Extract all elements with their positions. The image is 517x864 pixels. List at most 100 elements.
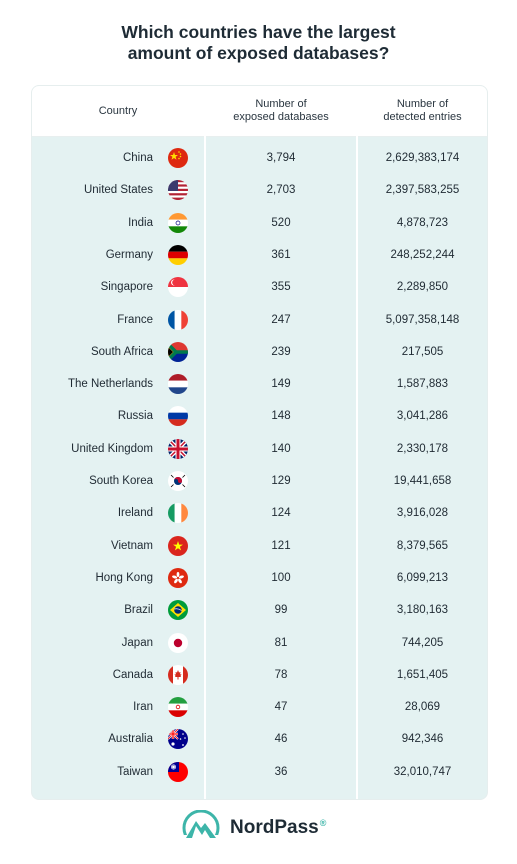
table-row: Russia 148 3,041,286 [32, 400, 487, 432]
header-databases-line-2: exposed databases [233, 111, 329, 123]
country-name: China [122, 152, 153, 164]
nordpass-mountain-icon [180, 810, 222, 846]
exposed-databases-value: 100 [271, 571, 291, 584]
canada-flag-icon [168, 664, 188, 685]
nordpass-logo: NordPass® [180, 810, 326, 846]
detected-entries-value: 4,878,723 [396, 216, 449, 229]
header-entries-line-1: Number of [396, 98, 449, 110]
table-row: United States 2,703 2,397,583,255 [32, 174, 487, 206]
column-divider [356, 86, 358, 799]
country-name: Iran [133, 701, 153, 714]
exposed-databases-value: 99 [274, 604, 288, 617]
header-country-label: Country [98, 104, 138, 117]
detected-entries-value: 32,010,747 [393, 765, 452, 778]
exposed-databases-value: 247 [271, 313, 291, 326]
country-name: Brazil [124, 604, 153, 617]
exposed-databases-value: 78 [274, 668, 288, 681]
exposed-databases-value: 239 [271, 345, 291, 358]
title-line-1: Which countries have the largest [121, 22, 396, 42]
usa-flag-icon [168, 180, 188, 201]
china-flag-icon [168, 148, 188, 168]
table-row: Ireland 124 3,916,028 [32, 497, 487, 529]
country-name: The Netherlands [67, 378, 153, 391]
germany-flag-icon [168, 244, 188, 265]
country-name: Japan [121, 636, 153, 649]
country-name: Vietnam [111, 539, 153, 552]
header-country: Country [32, 86, 204, 136]
exposed-databases-value: 121 [271, 539, 291, 552]
table-row: South Korea 129 19,441,658 [32, 465, 487, 497]
table-header: Country Number of exposed databases Numb… [32, 86, 487, 137]
detected-entries-value: 1,587,883 [396, 378, 449, 391]
japan-flag-icon [168, 632, 188, 653]
country-name: United Kingdom [71, 442, 153, 455]
exposed-databases-value: 520 [271, 216, 291, 229]
exposed-databases-value: 149 [271, 378, 291, 391]
table-row: Vietnam 121 8,379,565 [32, 530, 487, 562]
country-name: Taiwan [117, 765, 153, 778]
hong-kong-flag-icon [168, 567, 188, 588]
detected-entries-value: 3,916,028 [396, 507, 449, 520]
table-row: Canada 78 1,651,405 [32, 659, 487, 691]
country-name: Australia [108, 733, 153, 746]
exposed-databases-value: 36 [274, 765, 288, 778]
table-row: Australia 46 942,346 [32, 723, 487, 755]
detected-entries-value: 28,069 [404, 701, 441, 714]
table-row: France 247 5,097,358,148 [32, 304, 487, 336]
australia-flag-icon [168, 729, 188, 750]
column-divider [204, 86, 206, 799]
singapore-flag-icon [168, 277, 188, 298]
header-entries: Number of detected entries [358, 86, 487, 136]
detected-entries-value: 2,330,178 [396, 442, 449, 455]
table-row: Taiwan 36 32,010,747 [32, 756, 487, 788]
exposed-databases-value: 129 [271, 475, 291, 487]
country-name: Germany [105, 248, 153, 261]
vietnam-flag-icon [168, 535, 188, 556]
taiwan-flag-icon [168, 761, 188, 782]
detected-entries-value: 2,289,850 [396, 281, 449, 294]
exposed-databases-value: 46 [274, 733, 288, 746]
india-flag-icon [168, 212, 188, 233]
brand-mark: ® [319, 817, 327, 828]
detected-entries-value: 2,629,383,174 [385, 152, 460, 164]
table-row: Singapore 355 2,289,850 [32, 271, 487, 303]
country-name: Hong Kong [95, 571, 153, 584]
table-row: China 3,794 2,629,383,174 [32, 142, 487, 174]
south-africa-flag-icon [168, 341, 188, 362]
exposed-databases-value: 355 [271, 281, 291, 294]
detected-entries-value: 942,346 [401, 733, 444, 746]
russia-flag-icon [168, 406, 188, 427]
country-name: Russia [117, 410, 153, 423]
country-name: United States [83, 184, 153, 197]
detected-entries-value: 3,041,286 [396, 410, 449, 423]
detected-entries-value: 19,441,658 [393, 475, 452, 487]
south-korea-flag-icon [168, 471, 188, 491]
exposed-databases-value: 81 [274, 636, 288, 649]
exposed-databases-value: 47 [274, 701, 288, 714]
exposed-databases-value: 2,703 [266, 184, 296, 197]
data-table: Country Number of exposed databases Numb… [31, 85, 488, 800]
exposed-databases-value: 148 [271, 410, 291, 423]
header-databases-line-1: Number of [255, 98, 307, 110]
exposed-databases-value: 140 [271, 442, 291, 455]
france-flag-icon [168, 309, 188, 330]
country-name: South Africa [90, 345, 153, 358]
detected-entries-value: 744,205 [401, 636, 444, 649]
iran-flag-icon [168, 697, 188, 718]
detected-entries-value: 2,397,583,255 [385, 184, 460, 197]
table-row: The Netherlands 149 1,587,883 [32, 368, 487, 400]
table-row: South Africa 239 217,505 [32, 336, 487, 368]
uk-flag-icon [168, 438, 188, 459]
table-row: Brazil 99 3,180,163 [32, 594, 487, 626]
detected-entries-value: 8,379,565 [396, 539, 449, 552]
detected-entries-value: 3,180,163 [396, 604, 449, 617]
table-row: Japan 81 744,205 [32, 627, 487, 659]
country-name: South Korea [89, 475, 153, 487]
table-row: Iran 47 28,069 [32, 691, 487, 723]
title-line-2: amount of exposed databases? [127, 43, 390, 63]
detected-entries-value: 5,097,358,148 [385, 313, 460, 326]
netherlands-flag-icon [168, 374, 188, 395]
country-name: Singapore [100, 281, 153, 294]
country-name: India [128, 216, 153, 229]
brand-name: NordPass® [230, 817, 327, 838]
